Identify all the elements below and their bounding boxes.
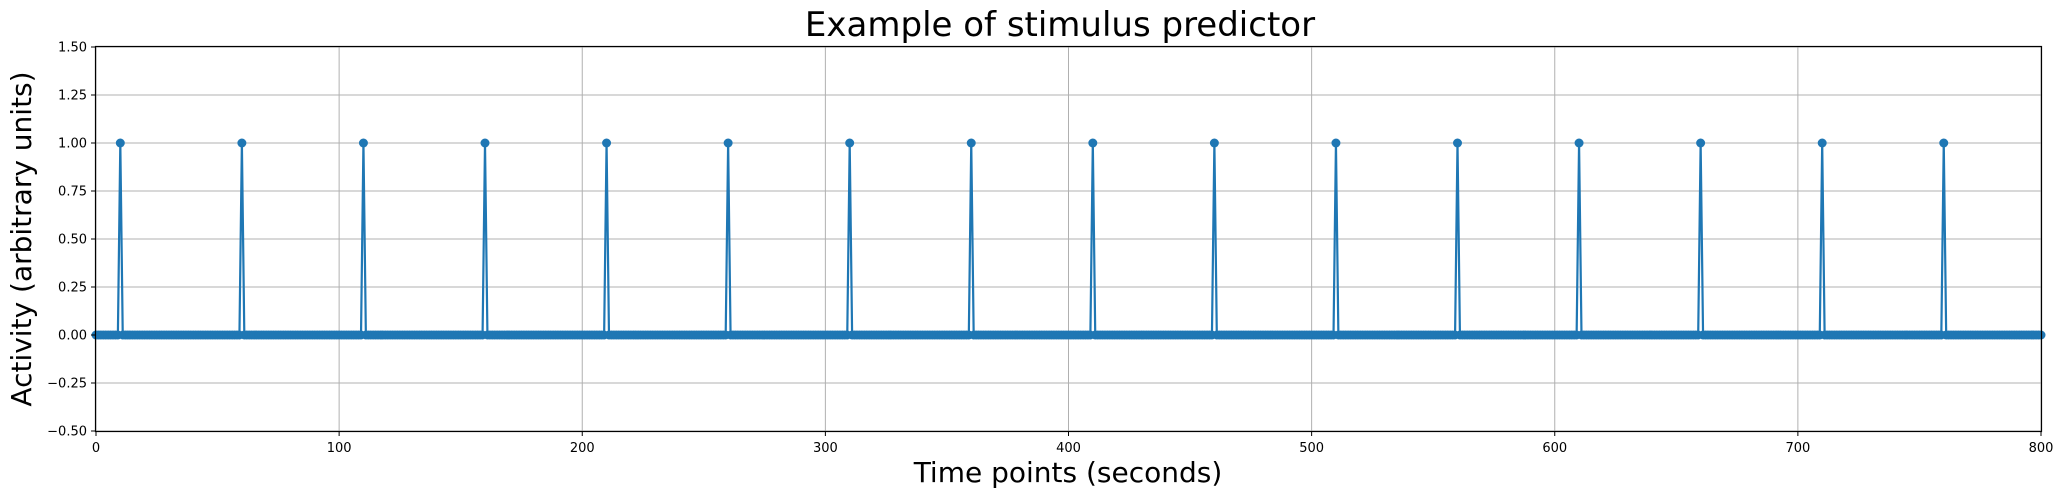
- spike-point: [1696, 138, 1706, 148]
- x-tick-label: 700: [1785, 441, 1810, 456]
- spike-point: [845, 138, 855, 148]
- data-series: [91, 138, 2046, 340]
- x-axis-label: Time points (seconds): [913, 456, 1223, 489]
- y-tick-label: −0.25: [47, 377, 87, 392]
- x-tick-label: 600: [1542, 441, 1567, 456]
- x-tick-label: 200: [570, 441, 595, 456]
- spike-point: [480, 138, 490, 148]
- spike-point: [237, 138, 247, 148]
- y-tick-label: −0.50: [47, 425, 87, 440]
- spike-point: [1331, 138, 1341, 148]
- spike-point: [1574, 138, 1584, 148]
- spike-point: [723, 138, 733, 148]
- y-tick-label: 0.50: [58, 233, 87, 248]
- y-tick-label: 1.50: [58, 41, 87, 56]
- x-tick-label: 800: [2029, 441, 2054, 456]
- spike-point: [966, 138, 976, 148]
- spike-point: [1939, 138, 1949, 148]
- grid-lines: [95, 46, 2042, 432]
- x-tick-label: 500: [1299, 441, 1324, 456]
- axis-ticks: 0 100 200 300 400 500 600 700 800 −0.50 −0.25 0.00 0…: [47, 41, 2053, 457]
- y-tick-label: 0.00: [58, 329, 87, 344]
- spike-point: [1209, 138, 1219, 148]
- y-tick-label: 0.25: [58, 281, 87, 296]
- spike-point: [115, 138, 125, 148]
- spike-point: [602, 138, 612, 148]
- x-tick-label: 0: [92, 441, 100, 456]
- y-axis-label: Activity (arbitrary units): [5, 71, 38, 406]
- spike-point: [358, 138, 368, 148]
- y-tick-label: 1.25: [58, 89, 87, 104]
- y-tick-label: 1.00: [58, 137, 87, 152]
- y-tick-label: 0.75: [58, 185, 87, 200]
- x-tick-label: 300: [813, 441, 838, 456]
- spike-point: [1088, 138, 1098, 148]
- chart-title: Example of stimulus predictor: [805, 5, 1315, 45]
- x-tick-label: 400: [1056, 441, 1081, 456]
- spike-point: [1817, 138, 1827, 148]
- spike-point: [1453, 138, 1462, 148]
- x-tick-label: 100: [327, 441, 352, 456]
